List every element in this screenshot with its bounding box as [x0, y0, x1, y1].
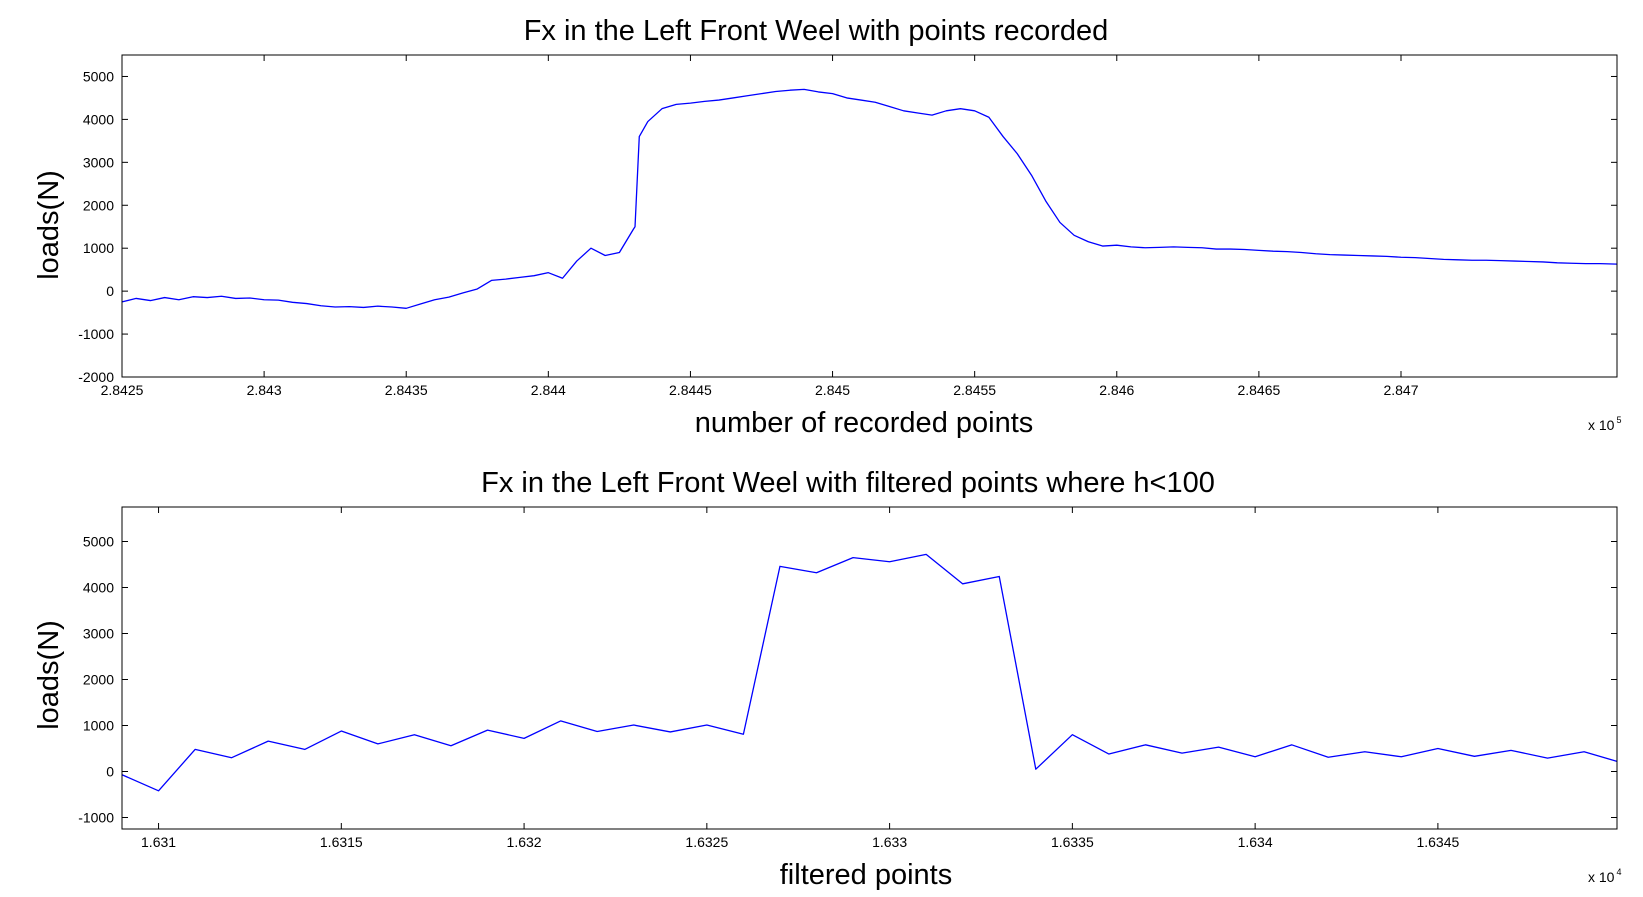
chart-title: Fx in the Left Front Weel with filtered … [481, 467, 1215, 499]
x-tick-label: 1.6335 [1051, 834, 1094, 850]
x-multiplier-base: x 10 [1588, 417, 1615, 433]
chart-recorded-points: Fx in the Left Front Weel with points re… [33, 15, 1621, 439]
y-tick-label: -1000 [78, 810, 114, 826]
x-multiplier-base: x 10 [1588, 869, 1615, 885]
y-tick-label: -1000 [78, 326, 114, 342]
x-multiplier: x 10 4 [1588, 867, 1621, 885]
series-line [121, 553, 1618, 792]
y-tick-label: 3000 [83, 626, 114, 642]
axes-box [121, 54, 1618, 378]
x-tick-label: 2.8435 [385, 382, 428, 398]
x-tick-label: 2.845 [815, 382, 850, 398]
plot-area: 2.8425 2.843 2.8435 2.844 2.8445 2.845 2.8455 2… [78, 54, 1618, 398]
x-tick-label: 2.8455 [953, 382, 996, 398]
y-tick-label: 5000 [83, 68, 114, 84]
x-tick-label: 1.634 [1238, 834, 1273, 850]
x-multiplier-exponent: 4 [1616, 867, 1621, 877]
x-tick-label: 2.8425 [101, 382, 144, 398]
series-line [121, 88, 1618, 309]
y-axis-label: loads(N) [33, 170, 65, 280]
y-tick-label: 4000 [83, 580, 114, 596]
x-tick-label: 1.633 [872, 834, 907, 850]
y-tick-label: 4000 [83, 111, 114, 127]
y-tick-label: 3000 [83, 154, 114, 170]
x-tick-label: 2.8445 [669, 382, 712, 398]
y-tick-label: -2000 [78, 369, 114, 385]
x-tick-label: 2.847 [1383, 382, 1418, 398]
x-tick-label: 1.6315 [320, 834, 363, 850]
x-tick-label: 1.632 [507, 834, 542, 850]
y-tick-label: 2000 [83, 672, 114, 688]
y-tick-label: 1000 [83, 718, 114, 734]
x-tick-label: 1.6345 [1416, 834, 1459, 850]
x-tick-label: 1.6325 [685, 834, 728, 850]
x-multiplier: x 10 5 [1588, 415, 1621, 433]
x-tick-label: 2.8465 [1237, 382, 1280, 398]
x-tick-label: 1.631 [141, 834, 176, 850]
y-tick-label: 1000 [83, 240, 114, 256]
y-tick-label: 5000 [83, 534, 114, 550]
x-tick-label: 2.843 [247, 382, 282, 398]
y-tick-label: 0 [106, 283, 114, 299]
x-axis-label: filtered points [780, 859, 953, 891]
y-tick-label: 0 [106, 764, 114, 780]
x-tick-label: 2.844 [531, 382, 566, 398]
axes-box [121, 506, 1618, 830]
x-multiplier-exponent: 5 [1616, 415, 1621, 425]
chart-title: Fx in the Left Front Weel with points re… [524, 15, 1109, 47]
chart-filtered-points: Fx in the Left Front Weel with filtered … [33, 467, 1621, 891]
y-tick-label: 2000 [83, 197, 114, 213]
plot-area: 1.631 1.6315 1.632 1.6325 1.633 1.6335 1.634 1.… [78, 506, 1618, 850]
x-axis-label: number of recorded points [695, 407, 1034, 439]
y-axis-label: loads(N) [33, 620, 65, 730]
x-tick-label: 2.846 [1099, 382, 1134, 398]
